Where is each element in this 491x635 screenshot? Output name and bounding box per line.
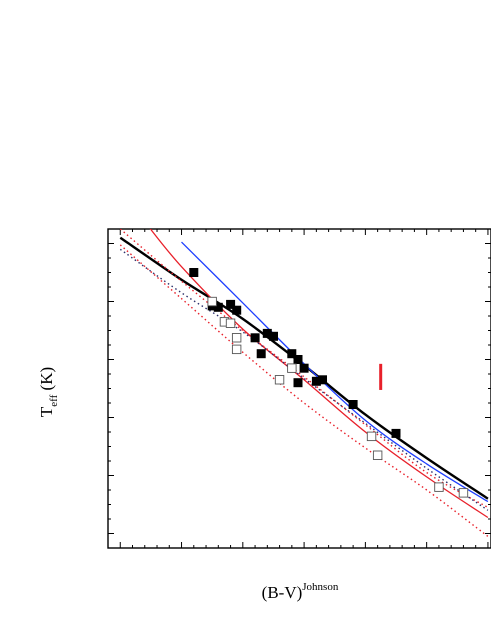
open-square-point (225, 318, 236, 328)
filled-square-point (293, 378, 303, 388)
open-square-point (366, 431, 377, 442)
filled-square-point (318, 375, 327, 385)
filled-square-point (256, 349, 266, 359)
calibration-curve (149, 229, 489, 519)
open-square-point (231, 344, 242, 355)
open-square-point (372, 450, 383, 460)
filled-square-point (213, 302, 223, 312)
open-square-point (207, 296, 217, 307)
calibration-curve (181, 241, 489, 503)
filled-square-point (287, 349, 297, 359)
filled-square-point (293, 355, 303, 364)
open-square-point (434, 482, 444, 492)
dotted-curve (119, 229, 489, 509)
open-square-point (231, 333, 242, 343)
curves-layer (119, 229, 489, 537)
x-axis-title: (B-V)Johnson (262, 581, 339, 602)
dotted-curve (119, 244, 489, 537)
filled-square-point (189, 268, 199, 277)
filled-square-point (391, 428, 401, 438)
filled-square-point (232, 305, 242, 315)
plot-frame (107, 228, 491, 549)
y-axis-title: Teff (K) (37, 367, 60, 417)
filled-square-point (299, 363, 309, 373)
filled-square-point (226, 299, 236, 309)
open-square-point (274, 375, 285, 385)
points-layer (189, 268, 469, 498)
open-square-point (458, 488, 469, 498)
open-square-point (287, 363, 297, 373)
axes-layer (107, 228, 491, 549)
filled-square-point (250, 333, 260, 343)
filled-square-point (348, 400, 358, 409)
filled-square-point (269, 331, 278, 341)
